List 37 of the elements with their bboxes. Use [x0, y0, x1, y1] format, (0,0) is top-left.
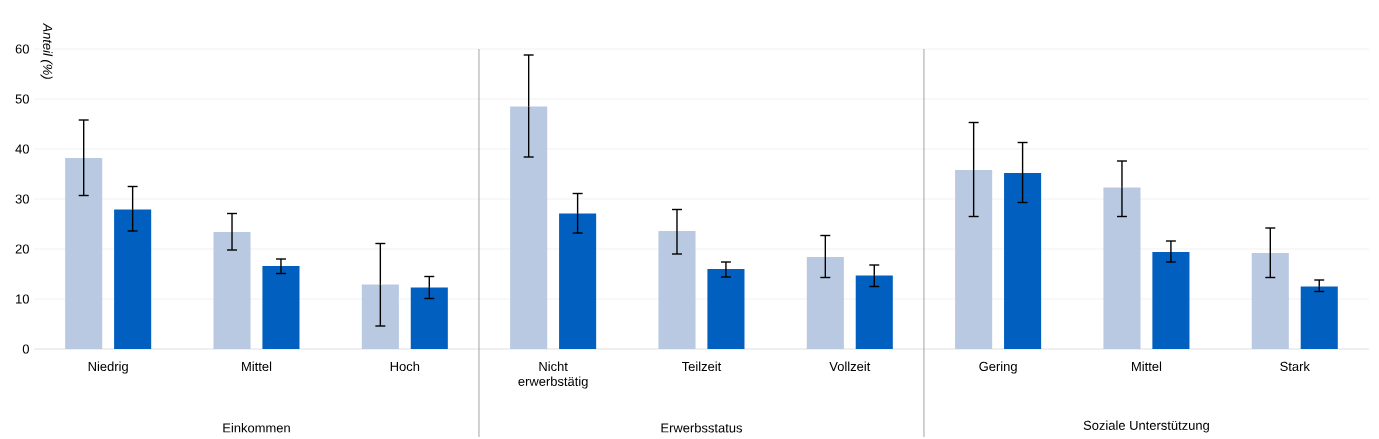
bar: [855, 275, 893, 349]
bar: [65, 158, 103, 349]
y-tick-label: 10: [16, 294, 29, 304]
text: Soziale Unterstützung: [1083, 420, 1209, 433]
y-tick-label: 20: [15, 244, 29, 254]
bar: [559, 213, 597, 349]
bar: [114, 209, 152, 349]
x-tick-label: Vollzeit: [829, 361, 871, 372]
x-tick-label: Niedrig: [88, 361, 128, 374]
x-tick-label: Nicht erwerbstätig: [518, 361, 588, 389]
bar: [213, 232, 251, 349]
x-tick-label: Teilzeit: [681, 361, 722, 372]
bar: [1004, 173, 1042, 349]
y-tick-label: 30: [15, 194, 29, 204]
text: Einkommen: [223, 422, 290, 433]
y-tick-label: 0: [22, 344, 29, 354]
y-tick-label: 40: [15, 144, 29, 154]
bar: [806, 257, 844, 349]
x-tick-label: Mittel: [242, 361, 272, 372]
x-tick-label: Gering: [979, 361, 1017, 374]
bar: [1103, 187, 1141, 349]
y-tick-label: 50: [15, 94, 29, 104]
bar: [707, 269, 745, 349]
bar: [1300, 286, 1338, 349]
x-tick-label: Hoch: [390, 361, 420, 372]
x-tick-label: Stark: [1280, 361, 1310, 372]
bar: [1152, 252, 1190, 349]
bar: [262, 266, 300, 349]
bar: [410, 287, 448, 349]
text: Erwerbsstatus: [661, 422, 743, 433]
bar: [658, 231, 696, 349]
bar: [955, 170, 993, 349]
bar: [1251, 253, 1289, 349]
y-tick-label: 60: [15, 44, 29, 54]
bar: [510, 106, 548, 349]
y-axis-title: Anteil (%): [40, 22, 53, 79]
x-tick-label: Mittel: [1132, 361, 1162, 372]
